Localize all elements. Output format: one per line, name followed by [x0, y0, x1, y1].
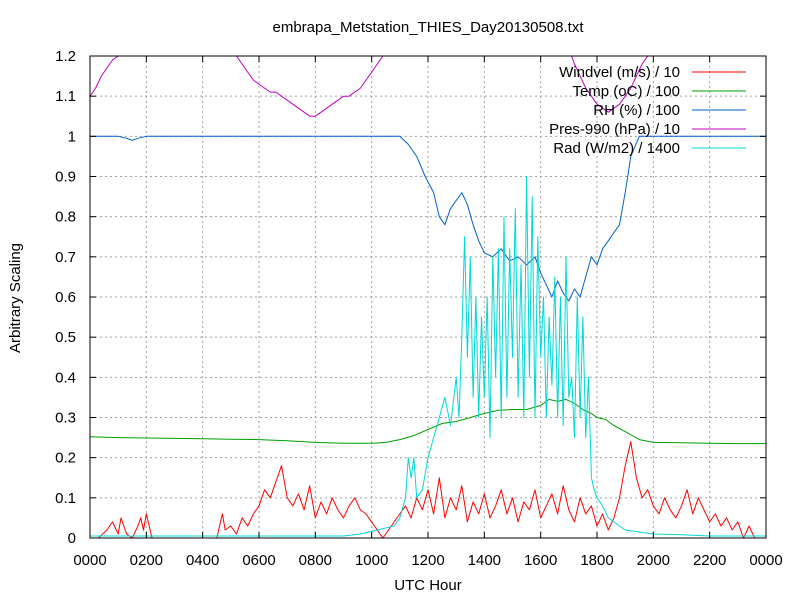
series-layer [90, 56, 766, 538]
x-tick-label: 1800 [580, 552, 613, 569]
y-tick-label: 1.1 [55, 88, 76, 105]
x-tick-label: 1200 [411, 552, 444, 569]
y-tick-label: 0.3 [55, 410, 76, 427]
y-axis: 0 0.1 0.2 0.3 0.4 0.5 0.6 0.7 0.8 0.9 1 1.1 1.2 [55, 48, 766, 547]
x-tick-label: 1400 [468, 552, 501, 569]
x-tick-label: 0600 [242, 552, 275, 569]
legend-label: Windvel (m/s) / 10 [559, 64, 680, 81]
legend-label: RH (%) / 100 [593, 102, 680, 119]
y-tick-label: 0 [68, 530, 76, 547]
x-axis-label: UTC Hour [394, 577, 462, 594]
series-line-4 [90, 56, 649, 117]
y-axis-label: Arbitrary Scaling [7, 243, 24, 353]
y-tick-label: 1.2 [55, 48, 76, 65]
x-tick-label: 2200 [693, 552, 726, 569]
series-line-5 [90, 176, 766, 537]
y-tick-label: 1 [68, 128, 76, 145]
x-tick-label: 1600 [524, 552, 557, 569]
x-tick-label: 0000 [73, 552, 106, 569]
y-tick-label: 0.2 [55, 450, 76, 467]
x-tick-label: 0400 [186, 552, 219, 569]
x-tick-label: 0200 [130, 552, 163, 569]
y-tick-label: 0.5 [55, 329, 76, 346]
legend-label: Pres-990 (hPa) / 10 [549, 121, 680, 138]
x-axis: 0000 0200 0400 0600 0800 1000 1200 1400 1600 1800… [73, 56, 783, 569]
y-tick-label: 0.7 [55, 249, 76, 266]
series-line-1 [90, 441, 766, 538]
legend: Windvel (m/s) / 10 Temp (oC) / 100 RH (%) … [549, 64, 746, 157]
x-tick-label: 0000 [749, 552, 782, 569]
x-tick-label: 2000 [637, 552, 670, 569]
y-tick-label: 0.9 [55, 169, 76, 186]
chart-title: embrapa_Metstation_THIES_Day20130508.txt [272, 19, 584, 36]
y-tick-label: 0.8 [55, 209, 76, 226]
y-tick-label: 0.1 [55, 490, 76, 507]
y-tick-label: 0.4 [55, 369, 76, 386]
series-line-2 [90, 398, 766, 445]
x-tick-label: 1000 [355, 552, 388, 569]
legend-label: Rad (W/m2) / 1400 [553, 140, 680, 157]
legend-label: Temp (oC) / 100 [572, 83, 680, 100]
x-tick-label: 0800 [299, 552, 332, 569]
y-tick-label: 0.6 [55, 289, 76, 306]
